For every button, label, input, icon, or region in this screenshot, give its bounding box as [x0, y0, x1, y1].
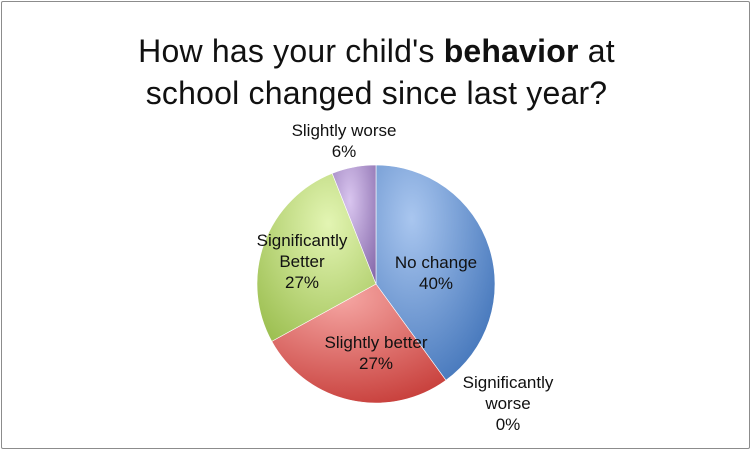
data-label-slightly-better: Slightly better 27% [325, 333, 428, 373]
chart-title-bold: behavior [443, 33, 579, 69]
pie-slice-no-change [375, 164, 496, 381]
pie-slice-slightly-better [271, 283, 447, 404]
pie-slice-slightly-worse [331, 164, 377, 285]
data-label-slightly-worse: Slightly worse 6% [292, 121, 397, 161]
pie-slice-significantly-better [256, 172, 377, 342]
chart-title: How has your child's behavior at school … [0, 30, 753, 114]
chart-title-part2: at [578, 33, 615, 69]
data-label-significantly-better: Significantly Better 27% [257, 231, 348, 292]
chart-title-line2: school changed since last year? [145, 75, 608, 111]
chart-title-part1: How has your child's [138, 33, 444, 69]
data-label-significantly-worse: Significantly worse 0% [463, 373, 554, 434]
data-label-no-change: No change 40% [395, 253, 477, 293]
